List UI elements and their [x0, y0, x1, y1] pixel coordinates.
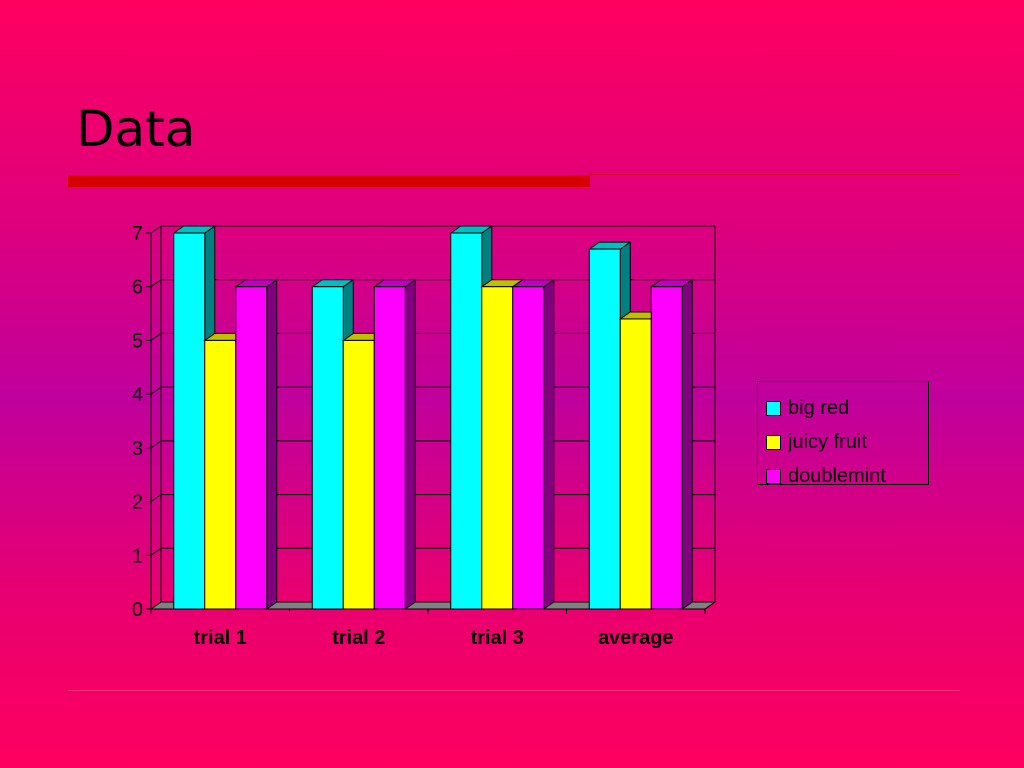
bar-side	[543, 278, 555, 610]
bar-big-red-trial-2	[311, 286, 344, 610]
bar-side	[681, 278, 693, 610]
legend-label: big red	[788, 396, 850, 419]
y-depth-line	[150, 547, 162, 556]
bar-big-red-trial-3	[450, 232, 483, 610]
x-tick-label: trial 1	[194, 627, 247, 649]
y-depth-line	[150, 440, 162, 449]
y-tick-label: 3	[132, 438, 143, 460]
x-tick-label: trial 2	[332, 627, 385, 649]
bar-juicy-fruit-average	[619, 318, 652, 610]
y-depth-line	[150, 225, 162, 234]
slide-title: Data	[76, 100, 196, 158]
y-depth-line	[150, 601, 162, 610]
title-underline	[68, 175, 590, 187]
bar-big-red-trial-1	[173, 232, 206, 610]
bar-side	[404, 278, 416, 610]
bar-juicy-fruit-trial-1	[204, 339, 237, 610]
y-tick-label: 2	[132, 492, 143, 514]
y-tick-label: 1	[132, 545, 143, 567]
title-underline-thin	[590, 174, 960, 175]
bar-doublemint-trial-1	[235, 286, 268, 610]
bar-juicy-fruit-trial-2	[342, 339, 375, 610]
bar-juicy-fruit-trial-3	[481, 286, 514, 610]
bar-doublemint-trial-3	[512, 286, 545, 610]
bar-big-red-average	[588, 248, 621, 610]
bar-side	[266, 278, 278, 610]
footer-rule	[68, 690, 960, 691]
y-depth-line	[150, 279, 162, 288]
y-depth-line	[150, 333, 162, 341]
legend-item-juicy-fruit: juicy fruit	[766, 425, 928, 459]
y-depth-line	[150, 386, 162, 395]
legend-label: doublemint	[788, 464, 886, 487]
y-depth-line	[150, 494, 162, 502]
chart-legend: big red juicy fruit doublemint	[757, 381, 929, 487]
y-tick-label: 5	[132, 330, 143, 352]
y-tick-label: 4	[132, 384, 143, 406]
x-tick-label: average	[598, 627, 674, 649]
y-tick-label: 7	[132, 223, 143, 245]
legend-label: juicy fruit	[788, 430, 867, 453]
legend-item-doublemint: doublemint	[766, 459, 928, 493]
bar-doublemint-average	[650, 286, 683, 610]
y-tick-label: 6	[132, 277, 143, 299]
bar-doublemint-trial-2	[373, 286, 406, 610]
legend-swatch	[766, 434, 781, 450]
legend-item-big-red: big red	[766, 391, 928, 425]
x-tick-label: trial 3	[471, 627, 524, 649]
y-tick-label: 0	[132, 599, 143, 621]
legend-swatch	[766, 400, 781, 416]
legend-swatch	[766, 468, 781, 484]
